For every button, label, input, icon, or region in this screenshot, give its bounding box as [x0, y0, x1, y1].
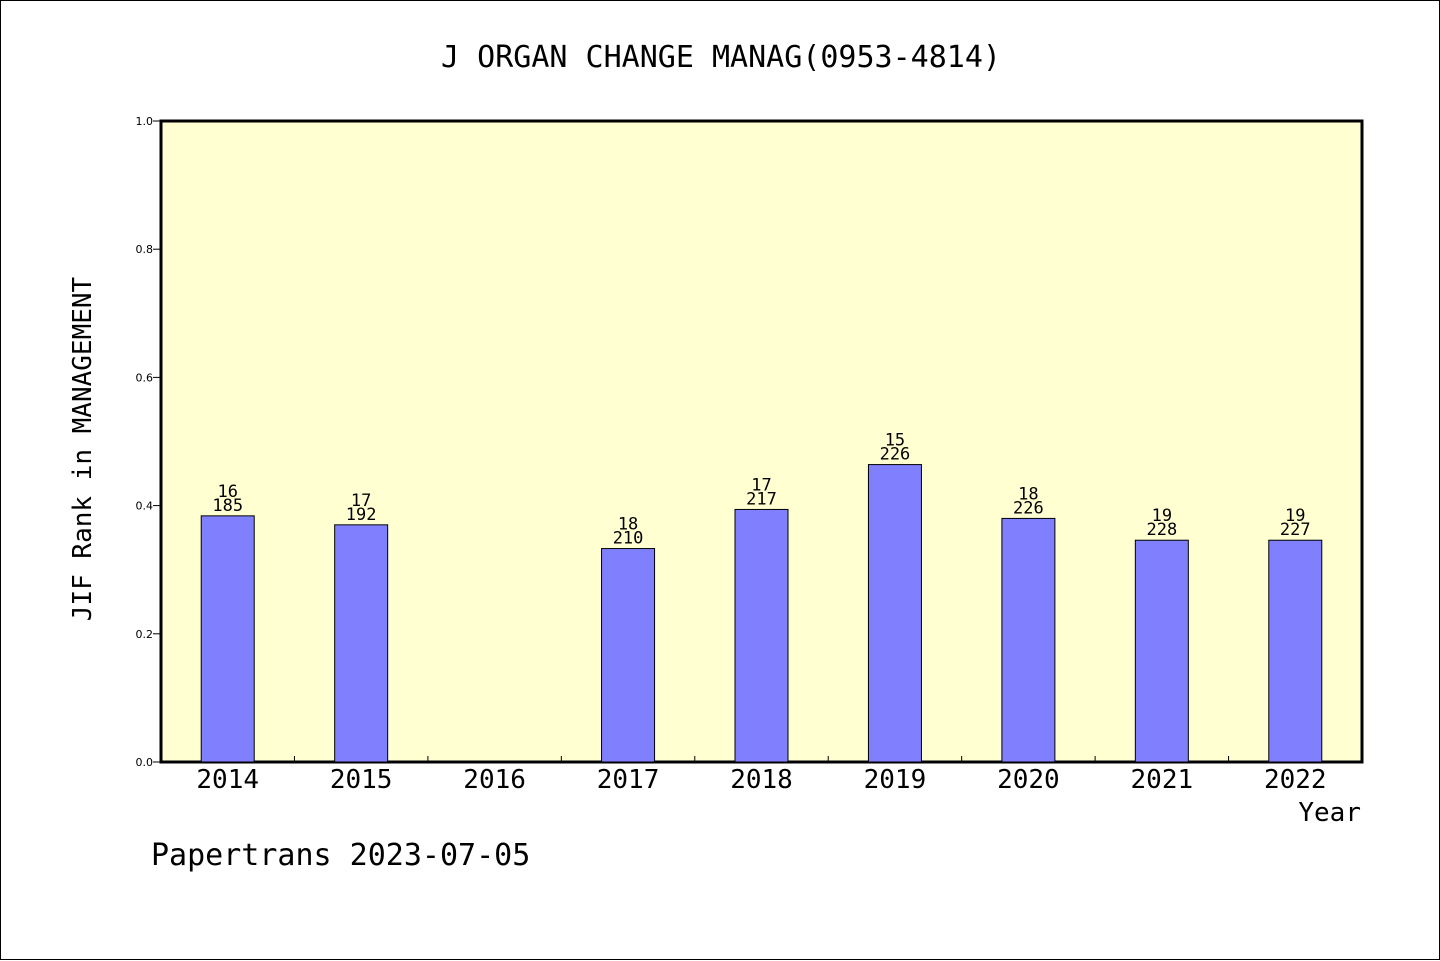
- x-tick-label: 2022: [1264, 765, 1327, 795]
- bar-rank-label: 17: [751, 475, 771, 495]
- bar-rank-label: 19: [1285, 506, 1305, 526]
- x-tick-label: 2014: [196, 765, 259, 795]
- bar-rank-label: 15: [885, 431, 905, 451]
- bar-2022: [1268, 539, 1323, 763]
- bar-total-label: 227: [1280, 520, 1311, 540]
- bar-total-label: 217: [746, 489, 777, 509]
- y-tick-label: 0.6: [136, 371, 154, 384]
- x-tick-label: 2019: [864, 765, 927, 795]
- y-tick-label: 0.2: [136, 628, 154, 641]
- bar-rank-label: 18: [1018, 484, 1038, 504]
- bar-2020: [1001, 517, 1056, 763]
- bar-total-label: 226: [880, 445, 911, 465]
- x-tick-label: 2018: [730, 765, 793, 795]
- chart-title: J ORGAN CHANGE MANAG(0953-4814): [441, 40, 1001, 75]
- bar-total-label: 226: [1013, 498, 1044, 518]
- x-tick-label: 2021: [1131, 765, 1194, 795]
- bar-2015: [334, 524, 389, 763]
- y-axis: 0.0 0.2 0.4 0.6 0.8 1.0: [136, 115, 161, 769]
- bar-total-label: 192: [346, 505, 377, 525]
- x-tick-label: 2016: [463, 765, 526, 795]
- y-tick-label: 1.0: [136, 115, 154, 128]
- bar-2019: [867, 464, 922, 763]
- x-tick-label: 2015: [330, 765, 393, 795]
- y-tick-label: 0.8: [136, 243, 154, 256]
- y-axis-label: JIF Rank in MANAGEMENT: [68, 276, 98, 621]
- bar-2014: [200, 515, 255, 763]
- bar-rank-label: 18: [618, 515, 638, 535]
- bar-total-label: 210: [613, 529, 644, 549]
- x-tick-label: 2017: [597, 765, 660, 795]
- bar-2021: [1134, 539, 1189, 763]
- bar-rank-label: 16: [217, 482, 237, 502]
- bar-total-label: 185: [212, 496, 243, 516]
- bar-rank-label: 19: [1152, 506, 1172, 526]
- bar-total-label: 228: [1146, 520, 1177, 540]
- bar-rank-label: 17: [351, 491, 371, 511]
- x-axis-label: Year: [1298, 798, 1361, 828]
- bar-2018: [734, 508, 789, 763]
- x-axis: 2014 2015 2016 2017 2018 2019 2020 2021 2022: [196, 756, 1327, 795]
- x-tick-label: 2020: [997, 765, 1060, 795]
- bar-2017: [601, 548, 656, 763]
- y-tick-label: 0.0: [136, 756, 154, 769]
- footer-credit: Papertrans 2023-07-05: [151, 838, 530, 873]
- y-tick-label: 0.4: [136, 500, 154, 513]
